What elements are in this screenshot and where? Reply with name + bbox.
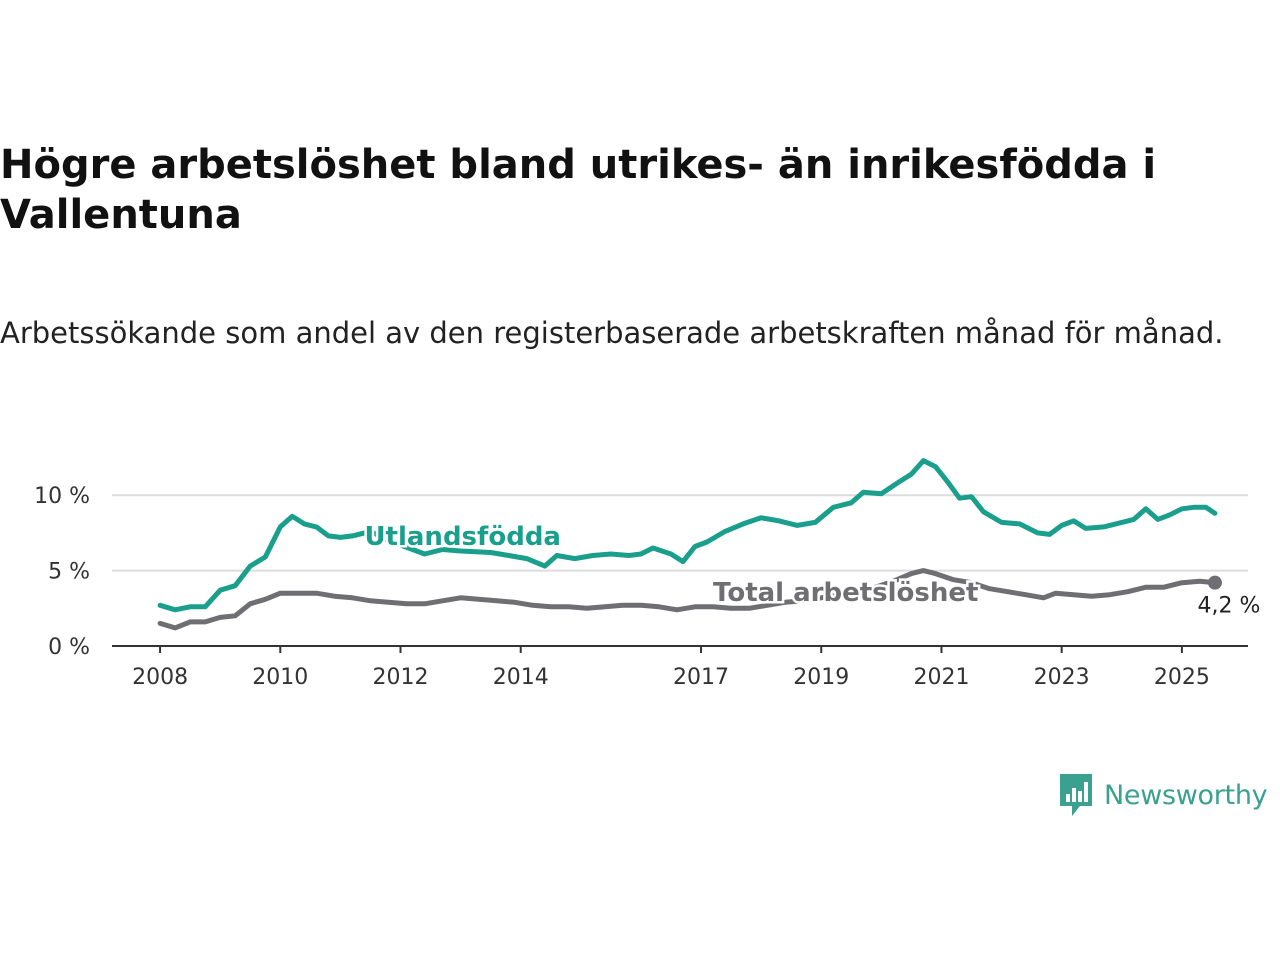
x-tick-label: 2010 — [252, 665, 308, 690]
y-tick-label: 5 % — [48, 560, 90, 585]
series-label-1: Total arbetslöshet — [713, 578, 978, 608]
chart-title: Högre arbetslöshet bland utrikes- än inr… — [0, 142, 1157, 238]
x-tick-label: 2008 — [132, 665, 188, 690]
newsworthy-logo-icon — [1060, 774, 1092, 816]
newsworthy-logo[interactable]: Newsworthy — [1058, 772, 1268, 818]
series-line-0 — [157, 458, 1218, 613]
x-tick-label: 2017 — [673, 665, 729, 690]
x-tick-label: 2012 — [373, 665, 429, 690]
end-point-marker — [1207, 575, 1222, 590]
y-axis: 0 % 5 % 10 % — [34, 484, 90, 660]
gridlines — [112, 494, 1248, 572]
x-axis: 2008 2010 2012 2014 2017 2019 2021 2023 2025 — [112, 645, 1248, 690]
series-layer — [157, 458, 1222, 631]
series-label-0: Utlandsfödda — [364, 522, 561, 552]
series-line-1 — [157, 568, 1218, 631]
brand-name: Newsworthy — [1104, 779, 1268, 811]
line-chart: 0 %5 %10 % 2008 2010 2012 2014 2017 2019 2021 2… — [34, 458, 1260, 690]
series-labels: Utlandsfödda Total arbetslöshet 4,2 % — [362, 519, 1260, 619]
end-value-label: 4,2 % — [1197, 594, 1260, 619]
x-tick-label: 2025 — [1154, 665, 1210, 690]
y-tick-label: 10 % — [34, 484, 90, 509]
chart-subtitle: Arbetssökande som andel av den registerb… — [0, 316, 1224, 350]
y-tick-label: 0 % — [48, 635, 90, 660]
x-tick-label: 2021 — [913, 665, 969, 690]
x-tick-label: 2023 — [1034, 665, 1090, 690]
x-tick-label: 2014 — [493, 665, 549, 690]
x-tick-label: 2019 — [793, 665, 849, 690]
